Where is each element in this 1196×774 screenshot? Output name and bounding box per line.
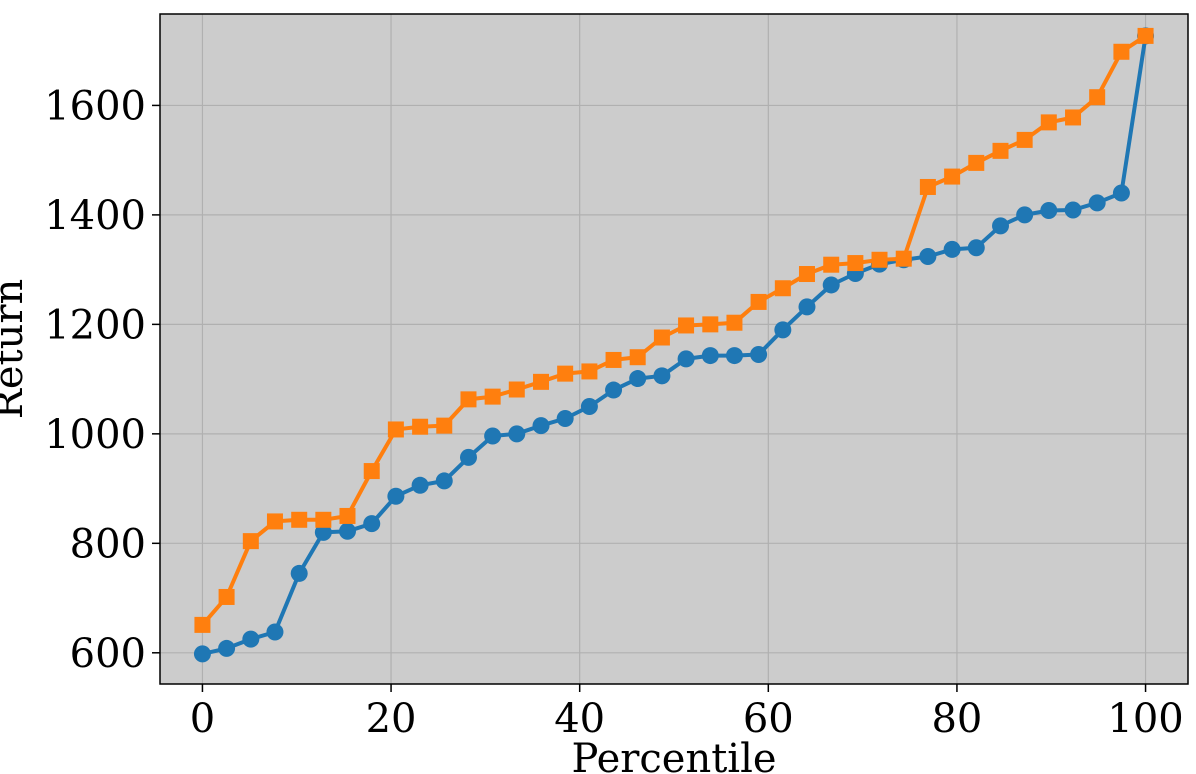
data-point <box>532 417 550 435</box>
data-point <box>315 511 332 528</box>
y-tick-label: 1400 <box>44 193 146 239</box>
plot-frame <box>159 13 1189 685</box>
data-point <box>436 417 453 434</box>
data-point <box>726 314 743 331</box>
series-line <box>201 35 1148 656</box>
data-point <box>678 317 695 334</box>
data-point <box>193 645 211 663</box>
data-point <box>290 564 308 582</box>
data-point <box>943 240 961 258</box>
data-point <box>871 251 888 268</box>
data-point <box>218 588 235 605</box>
y-tick-label: 800 <box>70 521 146 567</box>
data-point <box>944 168 961 185</box>
data-point <box>338 522 356 540</box>
y-tick-label: 1000 <box>44 412 146 458</box>
data-point <box>677 350 695 368</box>
data-point <box>992 217 1010 235</box>
data-point <box>218 639 236 657</box>
x-axis-label: Percentile <box>571 736 776 774</box>
x-tick-label: 0 <box>190 696 215 742</box>
data-point <box>653 329 670 346</box>
x-tick-label: 20 <box>366 696 417 742</box>
y-tick-label: 1600 <box>44 83 146 129</box>
data-point <box>653 367 671 385</box>
x-tick-label: 80 <box>931 696 982 742</box>
y-tick-label: 600 <box>70 631 146 677</box>
data-point <box>750 293 767 310</box>
data-point <box>291 511 308 528</box>
data-point <box>822 276 840 294</box>
data-point <box>1088 194 1106 212</box>
data-point <box>556 410 574 428</box>
data-point <box>967 239 985 257</box>
data-point <box>266 623 284 641</box>
data-point <box>363 515 381 533</box>
data-point <box>508 425 526 443</box>
data-point <box>314 523 332 541</box>
series-line <box>200 34 1147 627</box>
data-point <box>847 255 864 272</box>
data-point <box>484 427 502 445</box>
x-tick-label: 40 <box>554 696 605 742</box>
data-point <box>412 418 429 435</box>
data-point <box>629 349 646 366</box>
data-point <box>194 616 211 633</box>
data-point <box>339 507 356 524</box>
data-point <box>702 316 719 333</box>
data-point <box>580 397 598 415</box>
data-point <box>1065 109 1082 126</box>
data-point <box>725 347 743 365</box>
data-point <box>701 347 719 365</box>
data-point <box>774 280 791 297</box>
x-tick-label: 100 <box>1107 696 1183 742</box>
data-point <box>1089 89 1106 106</box>
data-point <box>968 154 985 171</box>
plot-area <box>160 14 1188 684</box>
data-point <box>798 298 816 316</box>
data-point <box>798 266 815 283</box>
data-point <box>460 391 477 408</box>
data-point <box>1064 201 1082 219</box>
data-point <box>1113 43 1130 60</box>
data-point <box>1040 114 1057 131</box>
data-point <box>895 250 912 267</box>
data-point <box>411 476 429 494</box>
data-point <box>823 256 840 273</box>
data-point <box>435 472 453 490</box>
data-point <box>629 370 647 388</box>
data-point <box>1040 202 1058 220</box>
data-point <box>508 381 525 398</box>
data-point <box>484 388 501 405</box>
x-tick-label: 60 <box>743 696 794 742</box>
data-point <box>774 321 792 339</box>
data-point <box>992 142 1009 159</box>
y-tick-label: 1200 <box>44 302 146 348</box>
data-point <box>387 487 405 505</box>
data-point <box>1016 206 1034 224</box>
y-axis-label: Return <box>0 279 32 420</box>
series-layer <box>193 27 1155 663</box>
data-point <box>605 381 623 399</box>
data-point <box>605 351 622 368</box>
data-point <box>387 421 404 438</box>
data-point <box>919 178 936 195</box>
data-point <box>581 363 598 380</box>
grid <box>160 14 1188 684</box>
data-point <box>459 448 477 466</box>
data-point <box>1137 27 1154 44</box>
series-1 <box>194 27 1154 633</box>
data-point <box>533 373 550 390</box>
data-point <box>919 247 937 265</box>
data-point <box>363 463 380 480</box>
data-point <box>242 533 259 550</box>
data-point <box>750 345 768 363</box>
data-point <box>242 630 260 648</box>
data-point <box>1112 184 1130 202</box>
data-point <box>557 365 574 382</box>
data-point <box>1016 131 1033 148</box>
ticks: 0 20 40 60 80 100 600 800 1000 1200 1400 1600 <box>44 83 1184 742</box>
data-point <box>266 513 283 530</box>
